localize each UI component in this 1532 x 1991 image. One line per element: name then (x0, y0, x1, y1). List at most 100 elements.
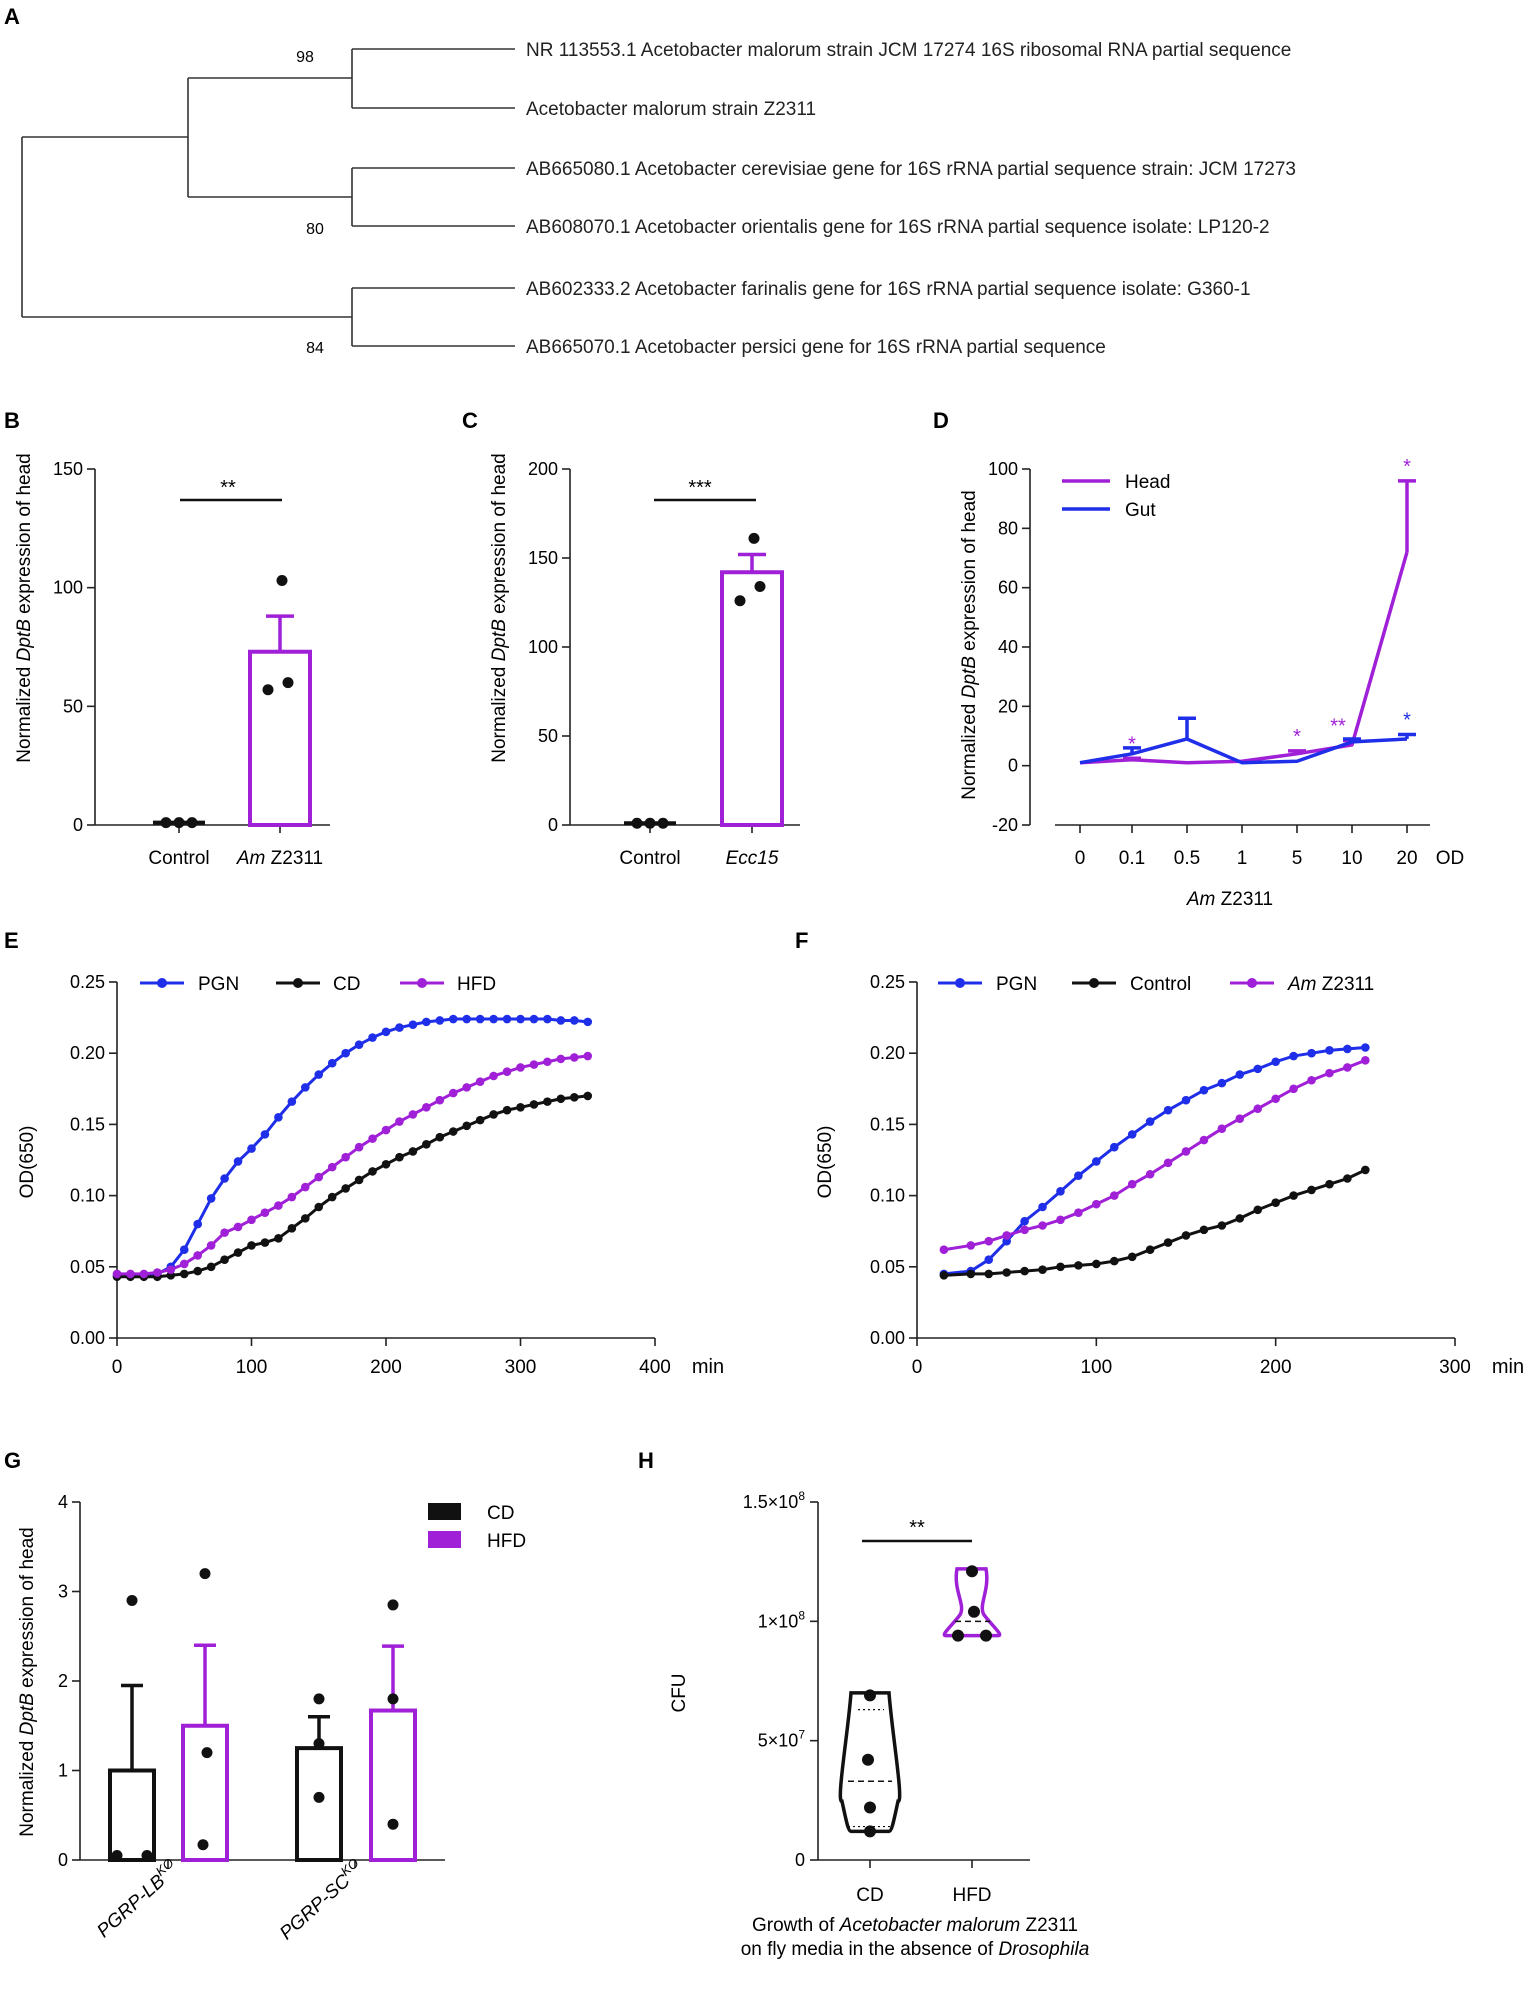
x-category-label: CD (856, 1885, 883, 1906)
series-marker (1163, 1238, 1173, 1247)
series-marker (1253, 1064, 1263, 1074)
y-tick-label: 0.00 (870, 1328, 905, 1348)
legend-label-hfd: HFD (457, 974, 496, 995)
data-point (952, 1629, 964, 1642)
panel-h: H CFU 0 5×107 1×108 1.5×108 CD HFD ** Growt… (638, 1448, 1089, 1960)
series-marker (341, 1152, 350, 1162)
series-marker (247, 1241, 256, 1250)
series-marker (1289, 1084, 1298, 1094)
panel-label-h: H (638, 1448, 654, 1473)
series-marker (287, 1192, 297, 1202)
panel-h-plot: 0 5×107 1×108 1.5×108 (743, 1489, 1030, 1870)
series-marker (984, 1255, 994, 1264)
legend-label-cd: CD (333, 974, 360, 995)
y-tick-label: 100 (988, 459, 1018, 479)
series-marker (570, 1053, 579, 1062)
series-line (943, 1168, 1366, 1277)
series-marker (395, 1117, 404, 1126)
series-marker (233, 1157, 243, 1166)
x-axis-label: min (692, 1356, 724, 1378)
series-marker (327, 1058, 337, 1068)
series-marker (260, 1130, 270, 1139)
bootstrap-80: 80 (306, 221, 324, 238)
x-category-label: Control (619, 848, 680, 869)
y-tick-label: 1 (58, 1761, 68, 1781)
series-marker (529, 1060, 539, 1069)
series-marker (1163, 1105, 1173, 1115)
y-tick-label: 150 (53, 459, 83, 479)
series-marker (1235, 1070, 1245, 1079)
legend-label-control: Control (1130, 974, 1191, 995)
series-marker (206, 1241, 216, 1250)
x-tick-label: 400 (639, 1357, 671, 1378)
bar (720, 570, 784, 827)
series-marker (112, 1269, 122, 1279)
series-marker (583, 1051, 593, 1061)
data-point (734, 595, 746, 607)
legend-swatch-cd (428, 1503, 461, 1520)
legend-label-pgn: PGN (996, 974, 1037, 995)
series-marker (314, 1172, 324, 1182)
significance-star: ** (1330, 715, 1346, 737)
series-marker (1361, 1043, 1370, 1052)
panel-label-g: G (4, 1448, 21, 1473)
series-marker (422, 1103, 431, 1112)
y-tick-label: 50 (63, 696, 83, 716)
legend-marker-pgn (955, 978, 965, 988)
dendrogram-branches (21, 48, 515, 347)
panel-f: F OD(650) 0.00 0.05 0.10 0.15 0.20 0.25 0 100 20… (795, 928, 1524, 1378)
violin-hfd (942, 1567, 1002, 1638)
x-group-label: PGRP-LBKO (91, 1855, 184, 1942)
series-marker (475, 1077, 485, 1086)
x-tick-label: 1 (1237, 848, 1248, 869)
series-marker (1217, 1221, 1227, 1230)
x-tick-label: 300 (1439, 1357, 1471, 1378)
data-point (160, 817, 172, 829)
series-marker (489, 1110, 498, 1119)
series-marker (1325, 1068, 1334, 1078)
series-marker (939, 1271, 949, 1280)
series-marker (1253, 1104, 1263, 1114)
legend: PGN CD HFD (140, 974, 496, 995)
series-marker (462, 1121, 472, 1131)
series-marker (556, 1016, 566, 1025)
series-marker (1056, 1262, 1065, 1272)
series-marker (327, 1192, 337, 1202)
series-marker (502, 1014, 512, 1024)
series-marker (381, 1159, 391, 1169)
series-marker (408, 1147, 418, 1156)
x-category-label: Ecc15 (726, 848, 779, 869)
y-tick-label: 1×108 (758, 1608, 806, 1631)
bootstrap-98: 98 (296, 49, 314, 66)
series-marker (529, 1014, 539, 1024)
y-tick-label: 0.00 (70, 1328, 105, 1348)
series-marker (583, 1091, 593, 1101)
series-marker (368, 1134, 377, 1143)
series-marker (984, 1236, 994, 1246)
series-marker (1145, 1245, 1155, 1255)
legend: PGN Control Am Z2311 (938, 974, 1374, 995)
tree-leaf: AB602333.2 Acetobacter farinalis gene fo… (526, 279, 1251, 300)
data-point (173, 817, 185, 829)
series-marker (139, 1269, 149, 1279)
y-tick-label: 0 (795, 1850, 805, 1870)
legend-label-gut: Gut (1125, 500, 1156, 521)
series-marker (233, 1248, 243, 1257)
y-axis-label: OD(650) (815, 1126, 836, 1199)
series-marker (529, 1100, 539, 1109)
y-tick-label: 0 (58, 1850, 68, 1870)
series-marker (1325, 1179, 1334, 1189)
x-axis-label: Am Z2311 (1186, 889, 1273, 910)
series-marker (287, 1224, 297, 1233)
series-marker (1235, 1114, 1245, 1124)
y-tick-label: 0.20 (70, 1043, 105, 1063)
series-marker (193, 1266, 202, 1276)
panel-c: C Normalized DptB expression of head 0 50… (462, 408, 800, 869)
data-point (387, 1693, 399, 1705)
series-marker (966, 1241, 976, 1250)
series-marker (395, 1152, 404, 1162)
series-line (117, 1017, 588, 1277)
x-tick-label: 300 (505, 1357, 537, 1378)
x-tick-label: 0 (1075, 848, 1086, 869)
series-marker (220, 1174, 229, 1183)
